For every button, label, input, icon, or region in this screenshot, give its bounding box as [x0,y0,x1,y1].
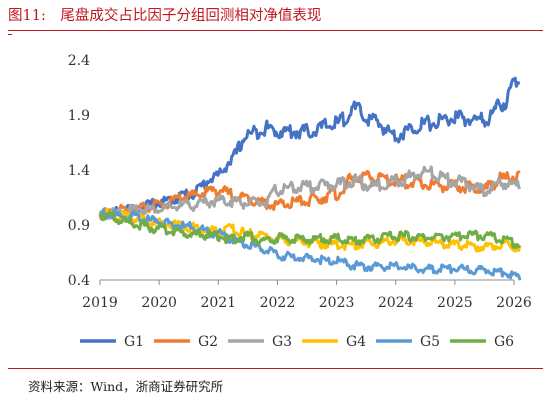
legend-label-g6: G6 [494,334,514,350]
legend-label-g1: G1 [124,334,144,350]
x-tick-label: 2026 [496,295,532,311]
y-tick-label: 0.9 [68,218,90,234]
x-tick-label: 2021 [200,295,236,311]
legend-label-g3: G3 [272,334,292,350]
series-lines [98,76,522,281]
y-tick-label: 1.9 [68,108,90,124]
source-rule [8,368,543,369]
title-rule-cap [8,34,12,35]
legend: G1 G2 G3 G4 G5 G6 [80,334,514,350]
x-tick-label: 2023 [319,295,355,311]
title-rule [8,30,543,31]
figure-title: 图11: 尾盘成交占比因子分组回测相对净值表现 [8,8,322,24]
x-tick-label: 2025 [437,295,473,311]
legend-label-g5: G5 [420,334,440,350]
x-tick-label: 2020 [141,295,177,311]
series-line-g3 [98,165,522,220]
x-tick-label: 2024 [378,295,414,311]
y-tick-label: 2.4 [68,53,90,69]
y-tick-label: 0.4 [68,273,90,289]
x-tick-label: 2022 [260,295,296,311]
x-axis: 2019 2020 2021 2022 2023 2024 2025 2026 [82,279,532,311]
legend-label-g2: G2 [198,334,218,350]
legend-label-g4: G4 [346,334,366,350]
y-tick-label: 1.4 [68,163,90,179]
figure-source: 资料来源：Wind，浙商证券研究所 [28,379,224,394]
y-axis: 0.4 0.9 1.4 1.9 2.4 [68,53,90,289]
series-line-g5 [99,208,522,281]
series-line-g6 [98,210,522,250]
x-tick-label: 2019 [82,295,118,311]
